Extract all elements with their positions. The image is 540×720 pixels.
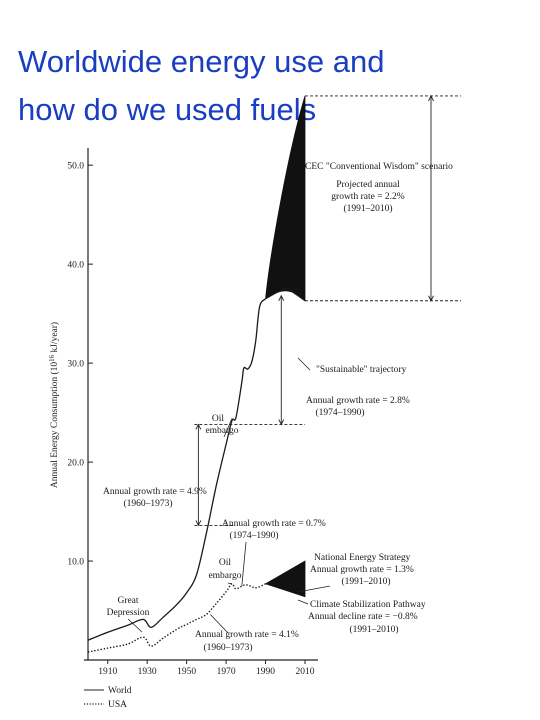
pointer-usa-1960-1973 <box>210 614 229 634</box>
pointer-oil-embargo-usa <box>227 582 233 585</box>
annotation-oil-embargo-usa-2: embargo <box>208 571 241 581</box>
annotation-cec-rate-3: (1991–2010) <box>343 203 392 214</box>
annotation-oil-embargo-world-1: Oil <box>212 414 225 424</box>
y-tick-label: 20.0 <box>67 459 84 469</box>
arrow-conventional-vs-sustainable-head-top <box>428 94 434 102</box>
pointer-nes <box>297 585 331 593</box>
annotation-csp-3: (1991–2010) <box>349 624 398 635</box>
slide-title-line-1: Worldwide energy use and <box>18 44 385 79</box>
x-tick-label: 2010 <box>296 667 315 677</box>
x-tick-label: 1990 <box>256 667 275 677</box>
y-tick-label: 10.0 <box>67 558 84 568</box>
x-tick-label: 1910 <box>98 667 117 677</box>
x-tick-label: 1970 <box>217 667 236 677</box>
cec-sustainable-wedge <box>265 95 306 302</box>
annotation-nes-3: (1991–2010) <box>341 576 390 587</box>
y-axis-title-main: Annual Energy Consumption (10 <box>49 362 60 488</box>
annotation-nes-2: Annual growth rate = 1.3% <box>310 565 414 575</box>
y-axis-title-tail: kJ/year) <box>49 322 60 355</box>
annotation-oil-embargo-world-2: embargo <box>205 426 238 436</box>
annotation-oil-embargo-usa-1: Oil <box>219 558 232 568</box>
arrow-world-1974-1990-head-top <box>278 294 285 301</box>
pointer-usa-1974-1990 <box>241 541 247 586</box>
y-tick-label: 50.0 <box>67 162 84 172</box>
annotation-usa-6073-1: Annual growth rate = 4.1% <box>195 630 299 640</box>
annotation-sustainable: "Sustainable" trajectory <box>316 365 407 375</box>
x-tick-label: 1950 <box>177 667 196 677</box>
annotation-cec-rate-2: growth rate = 2.2% <box>331 192 405 202</box>
annotation-world-6073-1: Annual growth rate = 4.9% <box>103 487 207 497</box>
annotation-great-depression-2: Depression <box>107 608 150 618</box>
annotation-cec-title: CEC "Conventional Wisdom" scenario <box>305 162 453 172</box>
y-tick-label: 40.0 <box>67 261 84 271</box>
x-tick-label: 1930 <box>138 667 157 677</box>
y-axis-title-superscript: 16 <box>48 354 56 362</box>
slide-title-line-2: how do we used fuels <box>18 92 317 127</box>
slide-title: Worldwide energy use and how do we used … <box>18 38 528 134</box>
arrow-world-1960-1973-head-top <box>195 423 202 430</box>
y-axis-title: Annual Energy Consumption (1016 kJ/year) <box>48 322 60 488</box>
pointer-oil-embargo-world <box>223 418 233 438</box>
series-line-usa <box>87 583 266 653</box>
pointer-great-depression <box>127 618 143 633</box>
legend-label-world: World <box>108 686 132 696</box>
annotation-world-rate-1: Annual growth rate = 2.8% <box>306 396 410 406</box>
y-tick-label: 30.0 <box>67 360 84 370</box>
annotation-world-6073-2: (1960–1973) <box>123 498 172 509</box>
annotation-nes-1: National Energy Strategy <box>314 553 411 563</box>
annotation-csp-2: Annual decline rate = −0.8% <box>308 612 418 622</box>
annotation-world-rate-2: (1974–1990) <box>315 407 364 418</box>
series-line-world <box>87 298 267 641</box>
series-line-sustainable <box>265 288 306 302</box>
pointer-csp <box>297 599 309 605</box>
legend-label-usa: USA <box>108 700 127 710</box>
legend: World USA <box>84 686 132 710</box>
annotation-great-depression-1: Great <box>117 596 138 606</box>
annotation-csp-1: Climate Stabilization Pathway <box>310 600 426 610</box>
annotation-usa-6073-2: (1960–1973) <box>203 642 252 653</box>
arrow-world-1974-1990-head-bottom <box>278 419 285 426</box>
arrow-conventional-vs-sustainable-head-bottom <box>428 295 434 302</box>
pointer-sustainable <box>297 357 311 371</box>
annotation-usa-7490-1: Annual growth rate = 0.7% <box>222 519 326 529</box>
annotation-usa-7490-2: (1974–1990) <box>229 530 278 541</box>
annotation-cec-rate-1: Projected annual <box>336 180 400 190</box>
arrow-world-1960-1973-head-bottom <box>195 520 202 527</box>
usa-projection-wedge <box>264 560 306 598</box>
